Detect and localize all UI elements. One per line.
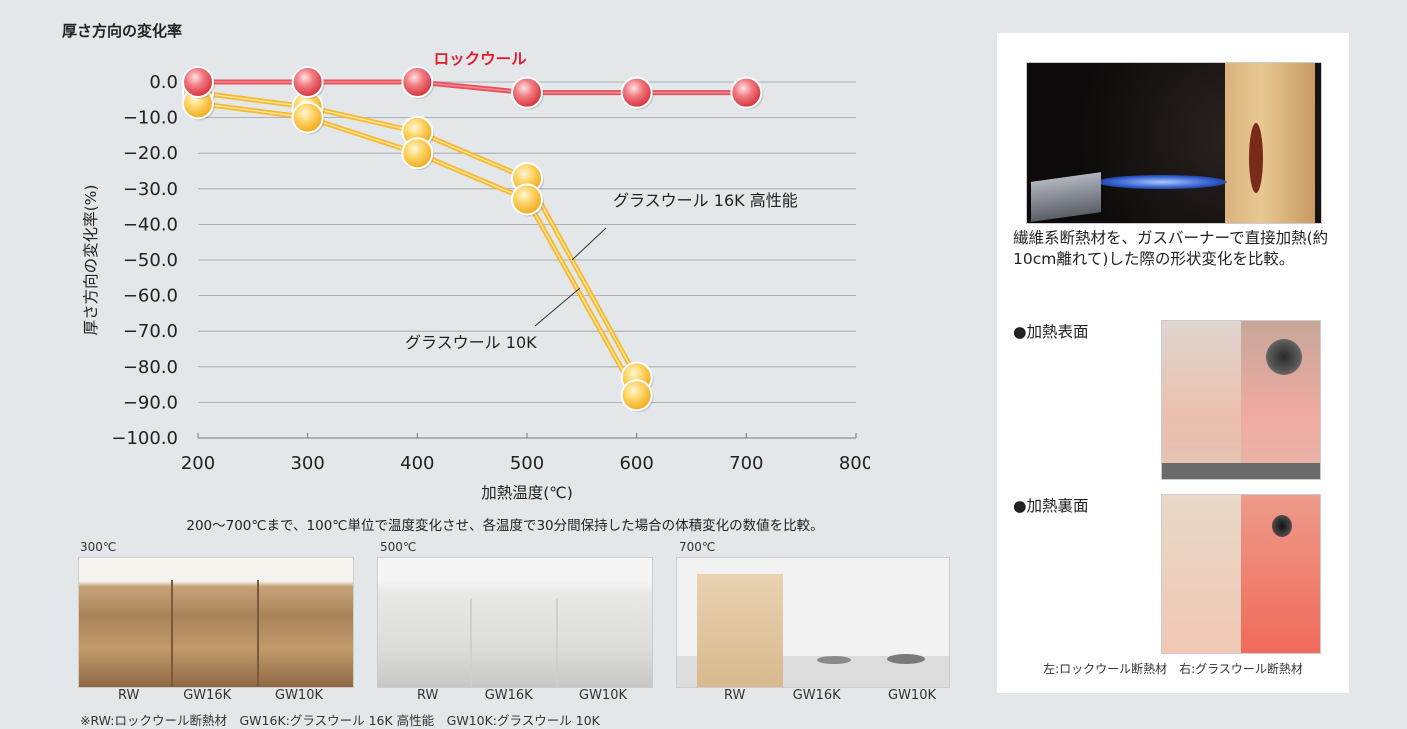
y-tick-label: −100.0	[111, 428, 178, 449]
legend-footnote: ※RW:ロックウール断熱材 GW16K:グラスウール 16K 高性能 GW10K…	[80, 713, 600, 728]
data-point	[730, 76, 763, 109]
series-label-rockwool: ロックウール	[434, 50, 528, 68]
y-tick-label: −90.0	[123, 392, 178, 413]
chart-title: 厚さ方向の変化率	[62, 22, 183, 40]
materials-caption: 左:ロックウール断熱材 右:グラスウール断熱材	[1043, 662, 1303, 676]
photo-700-columns: RW GW16K GW10K	[724, 688, 936, 703]
photo-300-columns: RW GW16K GW10K	[118, 688, 323, 703]
x-tick-label: 700	[729, 453, 763, 474]
data-point	[620, 379, 653, 412]
data-point	[511, 183, 543, 216]
y-tick-label: −50.0	[123, 250, 178, 271]
heat-front-label: ●加熱表面	[1013, 323, 1089, 341]
y-tick-label: −20.0	[123, 143, 178, 164]
series-label-gw16k: グラスウール 16K 高性能	[613, 191, 798, 210]
data-point	[511, 76, 543, 109]
y-tick-label: 0.0	[149, 72, 178, 93]
photo-700	[676, 557, 950, 688]
y-tick-label: −60.0	[123, 286, 178, 307]
photo-500	[377, 557, 653, 688]
data-point	[401, 137, 434, 170]
y-tick-label: −40.0	[123, 214, 178, 235]
heat-back-photo	[1161, 494, 1321, 654]
photo-300-label: 300℃	[80, 540, 117, 554]
data-point	[182, 66, 214, 98]
photo-500-col-gw16k: GW16K	[484, 688, 533, 703]
photo-700-col-gw10k: GW10K	[888, 688, 936, 703]
photo-700-col-rw: RW	[724, 688, 746, 703]
series-label-gw10k: グラスウール 10K	[405, 333, 537, 352]
photo-500-label: 500℃	[380, 540, 417, 554]
photo-300	[78, 557, 354, 688]
y-tick-label: −30.0	[123, 179, 178, 200]
y-tick-label: −10.0	[123, 108, 178, 129]
photo-500-columns: RW GW16K GW10K	[417, 688, 627, 703]
heat-front-photo	[1161, 320, 1321, 480]
x-tick-label: 400	[400, 453, 434, 474]
heat-back-label: ●加熱裏面	[1013, 497, 1089, 515]
data-point	[401, 66, 434, 98]
photo-300-col-rw: RW	[118, 688, 140, 703]
x-tick-label: 200	[181, 453, 215, 474]
y-axis-label: 厚さ方向の変化率(%)	[82, 185, 100, 336]
data-point	[291, 66, 324, 98]
y-tick-label: −70.0	[123, 321, 178, 342]
leader-line	[534, 287, 581, 327]
x-tick-label: 600	[619, 453, 653, 474]
data-point	[620, 76, 653, 109]
photo-500-col-gw10k: GW10K	[579, 688, 627, 703]
burner-caption: 繊維系断熱材を、ガスバーナーで直接加熱(約10cm離れて)した際の形状変化を比較…	[1013, 229, 1329, 268]
x-tick-label: 800	[839, 453, 870, 474]
photo-700-label: 700℃	[679, 540, 716, 554]
y-tick-label: −80.0	[123, 357, 178, 378]
data-point	[291, 101, 324, 134]
line-chart: 0.0 −10.0 −20.0 −30.0 −40.0 −50.0 −60.0 −70.0 −8…	[82, 50, 870, 502]
photo-700-col-gw16k: GW16K	[792, 688, 841, 703]
chart-caption: 200〜700℃まで、100℃単位で温度変化させ、各温度で30分間保持した場合の…	[186, 518, 824, 534]
photo-500-col-rw: RW	[417, 688, 439, 703]
series-line-highlight	[198, 81, 747, 94]
burner-photo	[1026, 62, 1322, 224]
x-tick-label: 300	[290, 453, 324, 474]
photo-300-col-gw16k: GW16K	[183, 688, 232, 703]
photo-300-col-gw10k: GW10K	[275, 688, 323, 703]
x-tick-label: 500	[510, 453, 544, 474]
leader-line	[571, 227, 607, 261]
x-axis-label: 加熱温度(℃)	[481, 484, 573, 502]
